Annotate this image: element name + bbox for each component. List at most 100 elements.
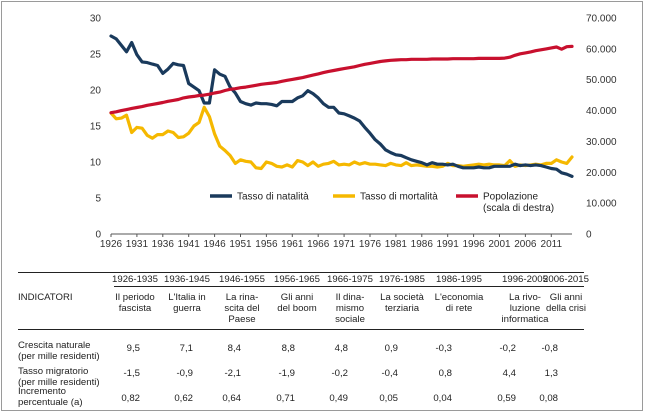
table-cell-value: 9,5	[126, 343, 140, 354]
table-cell-value: 0,71	[276, 393, 295, 404]
column-period: 1946-1955	[219, 274, 265, 285]
y-right-tick-label: 10.000	[586, 199, 617, 210]
table-cell-value: 0,08	[539, 393, 558, 404]
row-label: (per mille residenti)	[18, 377, 100, 388]
table-cell-value: 4,8	[334, 343, 348, 354]
column-name: L'Italia in	[168, 292, 206, 303]
legend-label-2: Popolazione	[483, 192, 538, 203]
column-period: 1986-1995	[436, 274, 482, 285]
column-period: 1926-1935	[112, 274, 158, 285]
table-rule	[18, 272, 584, 273]
table-cell-value: -0,4	[381, 368, 398, 379]
legend-label-0: Tasso di natalità	[237, 192, 309, 203]
table-rule	[114, 286, 584, 287]
x-tick-label: 1961	[281, 239, 304, 250]
y-right-tick-label: 40.000	[586, 106, 617, 117]
column-name: Il periodo	[115, 292, 155, 303]
column-period: 1966-1975	[327, 274, 373, 285]
table-cell-value: 1,3	[544, 368, 558, 379]
table-cell-value: 0,9	[384, 343, 398, 354]
x-tick-label: 1926	[100, 239, 123, 250]
column-name: fascista	[118, 303, 152, 314]
y-right-tick-label: 60.000	[586, 44, 617, 55]
x-tick-label: 1931	[126, 239, 149, 250]
column-period: 1996-2005	[502, 274, 548, 285]
series-line-0	[109, 34, 574, 178]
column-name: informatica	[501, 314, 549, 325]
y-left-tick-label: 20	[90, 86, 102, 97]
x-tick-label: 1971	[333, 239, 356, 250]
x-tick-label: 1976	[359, 239, 382, 250]
series-lines	[109, 34, 574, 178]
row-label: Tasso migratorio	[18, 366, 89, 377]
demography-line-chart: 1926 1931 1936 1941 1946 1951 1956 1961 1966 1971…	[90, 14, 617, 251]
column-name: La rina-	[225, 292, 259, 303]
table-cell-value: -0,9	[176, 368, 193, 379]
x-tick-label: 1996	[462, 239, 485, 250]
column-period: 1956-1965	[274, 274, 320, 285]
column-period: 1936-1945	[164, 274, 210, 285]
row-label: (per mille residenti)	[18, 351, 100, 362]
series-line-2	[109, 44, 574, 115]
x-tick-label: 2011	[541, 239, 563, 250]
axes: 1926 1931 1936 1941 1946 1951 1956 1961 1966 1971…	[90, 14, 617, 251]
row-label: percentuale (a)	[18, 397, 83, 408]
table-cell-value: 4,4	[502, 368, 516, 379]
column-name: terziaria	[384, 303, 420, 314]
table-rule	[18, 329, 584, 330]
table-cell-value: 0,59	[497, 393, 516, 404]
column-name: sociale	[335, 314, 365, 325]
table-cell-value: -0,3	[435, 343, 452, 354]
x-tick-label: 2001	[488, 239, 511, 250]
table-cell-value: -1,9	[278, 368, 295, 379]
y-left-tick-label: 0	[95, 230, 101, 241]
legend: Tasso di natalità Tasso di mortalità Popol…	[210, 192, 554, 214]
column-name: La società	[380, 292, 424, 303]
row-label: Incremento	[18, 386, 66, 397]
x-tick-label: 1941	[178, 239, 201, 250]
y-left-tick-label: 30	[90, 14, 102, 25]
table-cell-value: 8,8	[281, 343, 295, 354]
y-left-tick-label: 10	[90, 158, 102, 169]
table-cell-value: 0,05	[379, 393, 398, 404]
row-label: Crescita naturale	[18, 340, 91, 351]
y-right-tick-label: 0	[586, 230, 592, 241]
table-cell-value: 7,1	[179, 343, 193, 354]
column-name: di rete	[445, 303, 473, 314]
column-name: Paese	[228, 314, 256, 325]
column-name: Gli anni	[280, 292, 314, 303]
column-period: 1976-1985	[379, 274, 425, 285]
series-line-1	[109, 105, 574, 171]
table-cell-value: 0,04	[433, 393, 452, 404]
x-tick-label: 1986	[411, 239, 434, 250]
x-tick-label: 1951	[229, 239, 252, 250]
x-tick-label: 1956	[255, 239, 278, 250]
column-name: scita del	[224, 303, 260, 314]
table-cell-value: -0,2	[499, 343, 516, 354]
y-right-tick-label: 20.000	[586, 168, 617, 179]
x-tick-label: 1981	[385, 239, 408, 250]
table-cell-value: 0,49	[329, 393, 348, 404]
table-cell-value: 0,64	[222, 393, 241, 404]
x-tick-label: 1966	[307, 239, 330, 250]
y-left-tick-label: 15	[90, 122, 102, 133]
column-name: guerra	[173, 303, 201, 314]
column-period: 2006-2015	[543, 274, 589, 285]
legend-label-1: Tasso di mortalità	[360, 192, 438, 203]
column-name: luzione	[509, 303, 541, 314]
indicators-header: INDICATORI	[18, 292, 73, 303]
indicators-table: INDICATORI 1926-1935 Il periodo fascista 193…	[18, 272, 589, 410]
column-name: Il dina-	[335, 292, 365, 303]
table-cell-value: -0,2	[331, 368, 348, 379]
column-name: L'economia	[434, 292, 484, 303]
legend-sublabel-2: (scala di destra)	[483, 203, 554, 214]
y-right-tick-label: 30.000	[586, 137, 617, 148]
x-tick-label: 1946	[203, 239, 226, 250]
column-name: Gli anni	[549, 292, 583, 303]
table-cell-value: 0,82	[121, 393, 140, 404]
table-cell-value: -2,1	[224, 368, 241, 379]
y-left-tick-label: 25	[90, 50, 102, 61]
y-right-tick-label: 70.000	[586, 14, 617, 25]
x-tick-label: 1936	[152, 239, 175, 250]
